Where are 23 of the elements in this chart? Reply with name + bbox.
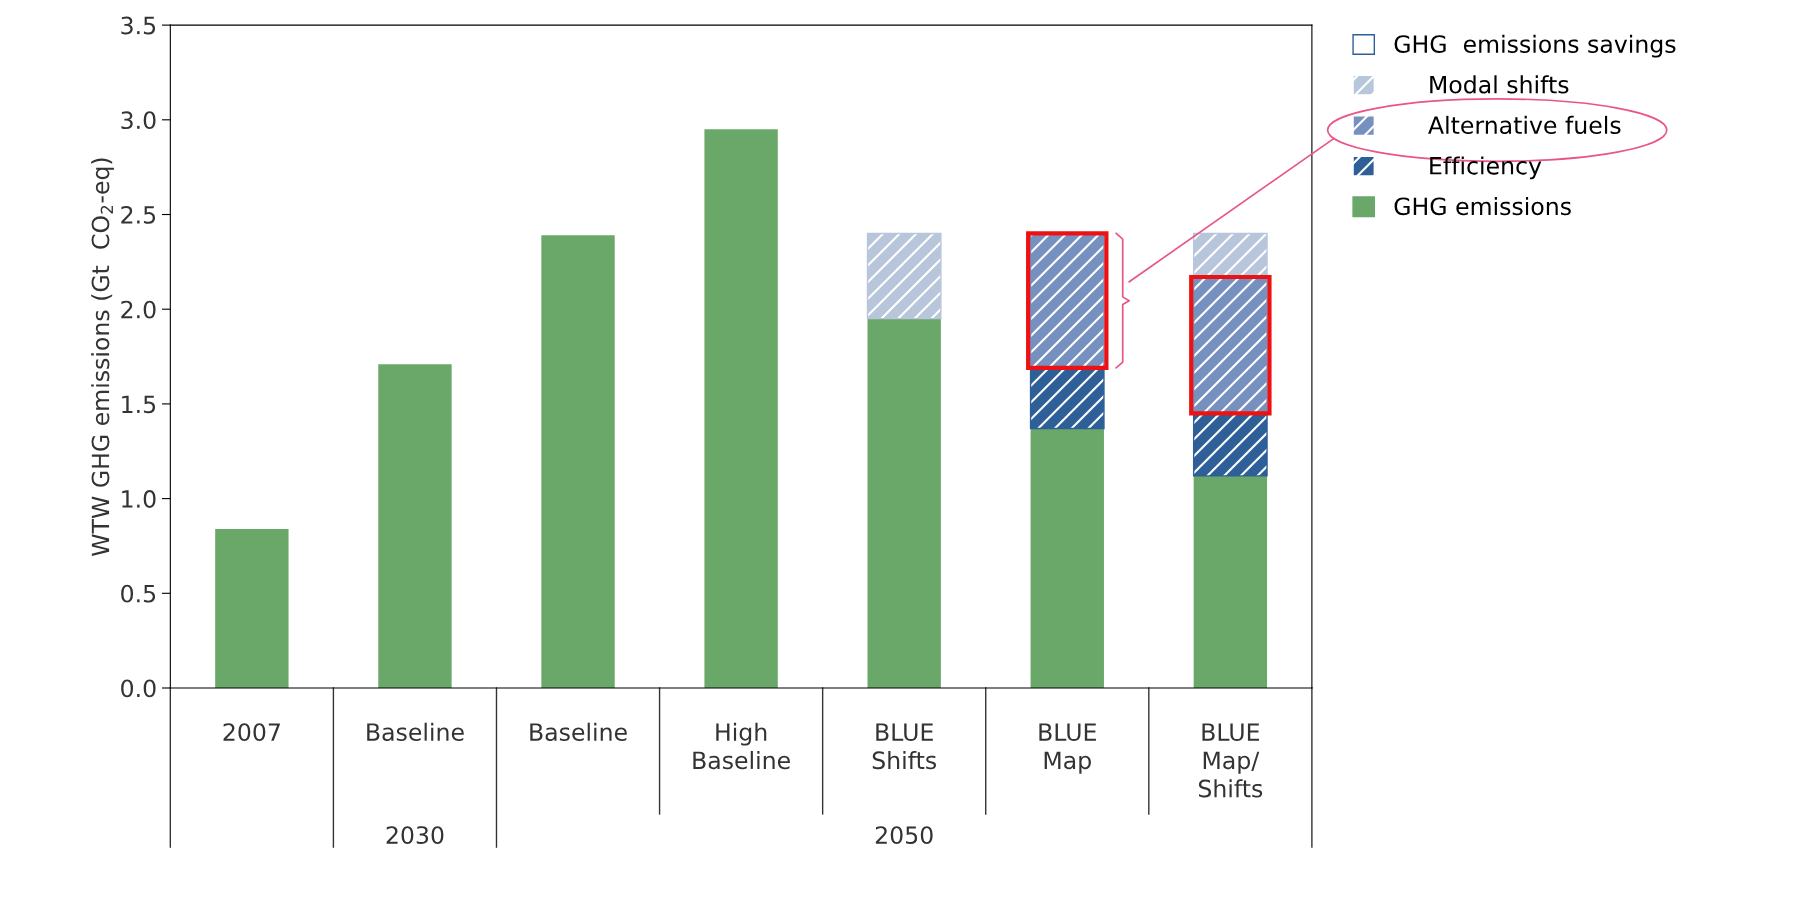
- y-axis-title: WTW GHG emissions (Gt CO$_{2}$-eq): [91, 158, 114, 556]
- y-tick-label: 1.0: [122, 490, 156, 508]
- y-tick-label: 2.5: [121, 205, 156, 224]
- x-tick-label: BLUE Shifts: [872, 723, 937, 770]
- x-tick-label: BLUE Map/ Shifts: [1198, 723, 1263, 798]
- legend-title: GHG emissions savings: [1394, 34, 1676, 58]
- x-tick-label: Baseline: [530, 722, 627, 741]
- legend-label: Efficiency: [1430, 156, 1542, 180]
- legend-label: Alternative fuels: [1428, 115, 1621, 135]
- x-tick-label: Baseline: [367, 722, 464, 741]
- y-tick-label: 0.5: [121, 584, 156, 603]
- y-tick-label: 1.5: [122, 395, 156, 414]
- y-tick-label: 2.0: [121, 300, 156, 319]
- text: 2050: [875, 826, 933, 844]
- y-tick-label: 0.0: [121, 679, 156, 698]
- y-tick-label: 3.5: [121, 16, 156, 35]
- text: 2030: [386, 826, 444, 844]
- x-tick-label: BLUE Map: [1039, 723, 1096, 774]
- legend-label: Modal shifts: [1430, 75, 1569, 94]
- y-tick-label: 3.0: [121, 111, 156, 130]
- x-tick-label: 2007: [223, 723, 280, 741]
- x-tick-label: High Baseline: [693, 722, 790, 770]
- legend-label: GHG emissions: [1394, 196, 1571, 216]
